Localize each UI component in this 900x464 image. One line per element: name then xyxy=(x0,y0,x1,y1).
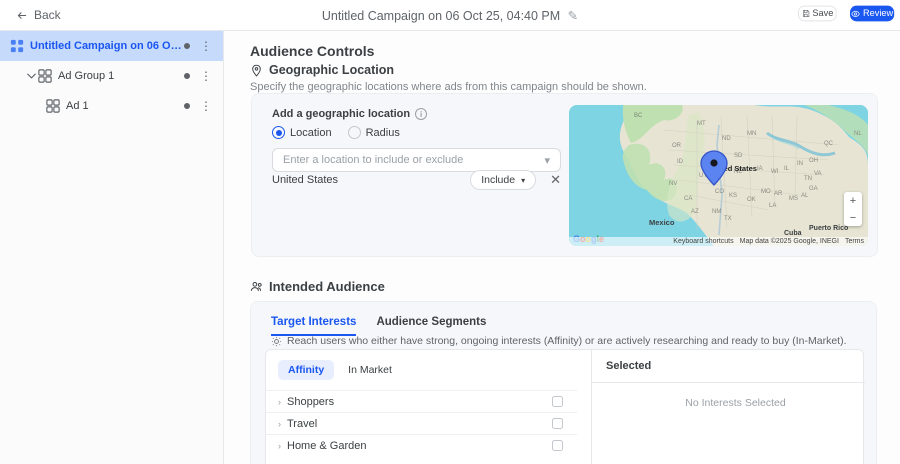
svg-text:VA: VA xyxy=(814,171,822,177)
svg-text:WI: WI xyxy=(771,169,779,175)
svg-text:MO: MO xyxy=(761,189,771,195)
svg-text:AL: AL xyxy=(801,193,809,199)
svg-text:NV: NV xyxy=(669,181,677,187)
svg-text:AR: AR xyxy=(774,191,783,197)
svg-text:ND: ND xyxy=(722,136,731,142)
svg-text:SD: SD xyxy=(734,153,743,159)
svg-text:Mexico: Mexico xyxy=(649,218,675,227)
svg-text:TN: TN xyxy=(804,176,812,182)
svg-text:NL: NL xyxy=(854,131,862,137)
svg-text:ID: ID xyxy=(677,159,684,165)
svg-text:IA: IA xyxy=(757,166,763,172)
svg-text:OH: OH xyxy=(809,158,818,164)
svg-text:Puerto Rico: Puerto Rico xyxy=(809,225,848,232)
svg-text:CO: CO xyxy=(715,189,724,195)
svg-text:OK: OK xyxy=(747,197,756,203)
svg-text:OR: OR xyxy=(672,143,682,149)
svg-text:Cuba: Cuba xyxy=(784,230,802,237)
svg-text:IN: IN xyxy=(797,161,803,167)
svg-text:NM: NM xyxy=(712,209,721,215)
svg-text:MT: MT xyxy=(697,121,706,127)
svg-text:TX: TX xyxy=(724,216,732,222)
svg-text:CA: CA xyxy=(684,196,692,202)
svg-text:AZ: AZ xyxy=(691,209,699,215)
svg-text:IL: IL xyxy=(784,166,790,172)
svg-text:KS: KS xyxy=(729,193,737,199)
svg-text:GA: GA xyxy=(809,186,818,192)
svg-text:BC: BC xyxy=(634,113,643,119)
svg-text:MN: MN xyxy=(747,131,756,137)
svg-text:MS: MS xyxy=(789,196,798,202)
svg-text:QC: QC xyxy=(824,141,834,147)
svg-text:LA: LA xyxy=(769,203,776,209)
